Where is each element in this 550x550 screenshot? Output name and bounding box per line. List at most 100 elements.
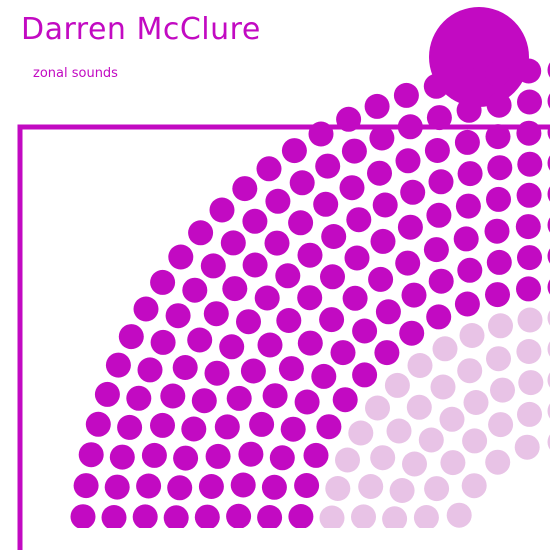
dark-dot-ring-7 [375, 299, 401, 325]
light-dot-ring-4 [517, 401, 542, 427]
dark-dot-ring-2 [101, 536, 126, 550]
dark-dot-ring-3 [187, 327, 213, 353]
light-dot-ring-5 [547, 434, 550, 450]
dark-dot-ring-4 [163, 536, 188, 550]
dark-dot-ring-7 [517, 245, 542, 271]
light-dot-ring-5 [442, 536, 467, 550]
dark-dot-ring-2 [200, 253, 226, 279]
dark-dot-ring-3 [132, 536, 157, 550]
light-dot-ring-2 [351, 504, 376, 528]
dark-dot-ring-1 [168, 244, 194, 270]
dark-dot-ring-2 [109, 444, 135, 470]
dark-dot-ring-4 [372, 192, 398, 218]
light-dot-ring-5 [446, 502, 472, 528]
dark-dot-ring-5 [240, 358, 266, 384]
dark-dot-ring-2 [265, 188, 291, 214]
dark-dot-ring-4 [428, 169, 454, 195]
light-dot-ring-2 [547, 341, 550, 357]
dark-dot-ring-5 [194, 536, 219, 550]
dark-dot-ring-2 [426, 105, 452, 131]
dark-dot-ring-1 [281, 138, 307, 164]
light-dot-ring-2 [406, 394, 432, 420]
dark-dot-ring-4 [163, 505, 189, 528]
light-dot-ring-3 [418, 427, 444, 453]
dark-dot-ring-3 [547, 124, 550, 140]
dark-dot-ring-1 [256, 156, 282, 182]
dark-dot-ring-6 [226, 503, 252, 528]
dark-dot-ring-1 [133, 296, 159, 322]
dark-dot-ring-1 [454, 66, 480, 92]
dark-dot-ring-1 [105, 352, 131, 378]
dark-dot-ring-4 [297, 242, 323, 268]
light-dot-ring-5 [485, 449, 511, 475]
dark-dot-ring-6 [395, 250, 421, 276]
dark-dot-ring-3 [313, 191, 339, 217]
light-dot-ring-2 [486, 346, 511, 372]
dark-dot-ring-5 [214, 414, 240, 440]
dark-dot-ring-6 [249, 411, 275, 437]
dark-dot-ring-5 [486, 186, 511, 212]
dark-dot-ring-5 [370, 228, 396, 254]
dark-dot-ring-4 [321, 224, 347, 249]
light-dot-ring-1 [319, 505, 345, 528]
dark-dot-ring-2 [220, 230, 246, 256]
dark-dot-ring-2 [182, 277, 208, 303]
dark-dot-ring-6 [423, 237, 449, 263]
dark-dot-ring-5 [426, 202, 452, 228]
light-dot-ring-3 [439, 406, 465, 432]
dark-dot-ring-3 [150, 412, 175, 438]
dark-dot-ring-6 [515, 214, 541, 240]
dark-dot-ring-4 [204, 360, 230, 386]
dark-dot-ring-7 [547, 248, 550, 264]
dark-dot-ring-3 [424, 138, 450, 163]
dark-dot-ring-2 [397, 114, 423, 140]
light-dot-ring-1 [325, 476, 351, 501]
light-dot-ring-1 [335, 447, 360, 473]
light-dot-ring-3 [463, 390, 489, 415]
light-dot-ring-1 [432, 336, 458, 362]
dark-dot-ring-3 [288, 210, 314, 236]
dark-dot-ring-5 [397, 214, 423, 240]
dark-dot-ring-1 [336, 106, 362, 132]
dark-dot-ring-1 [118, 324, 144, 350]
dark-dot-ring-6 [547, 217, 550, 233]
dark-dot-ring-2 [547, 93, 550, 109]
dark-dot-ring-1 [516, 58, 542, 84]
dark-dot-ring-2 [289, 170, 315, 196]
dark-dot-ring-5 [276, 308, 302, 333]
dark-dot-ring-8 [547, 279, 550, 295]
dark-dot-ring-4 [346, 207, 372, 233]
dark-dot-ring-6 [230, 472, 256, 498]
dark-dot-ring-8 [352, 362, 378, 388]
dark-dot-ring-3 [203, 301, 229, 327]
dark-dot-ring-5 [344, 245, 370, 271]
dark-dot-ring-8 [288, 504, 314, 528]
light-dot-ring-2 [457, 358, 483, 384]
dark-dot-ring-2 [150, 329, 176, 355]
dark-dot-ring-8 [426, 304, 452, 330]
dark-dot-ring-4 [191, 388, 217, 414]
dark-dot-ring-2 [137, 357, 163, 383]
dark-dot-ring-3 [160, 383, 186, 409]
dark-dot-ring-6 [262, 383, 288, 409]
dark-dot-ring-7 [261, 474, 287, 500]
light-dot-ring-1 [517, 307, 543, 333]
light-dot-ring-3 [389, 478, 415, 503]
dark-dot-ring-7 [330, 340, 356, 366]
dark-dot-ring-6 [238, 441, 264, 467]
light-dot-ring-5 [461, 473, 487, 499]
dark-dot-ring-5 [205, 443, 231, 469]
light-dot-ring-2 [349, 536, 374, 550]
dark-dot-ring-2 [341, 138, 367, 164]
dark-dot-ring-3 [264, 230, 290, 256]
dark-dot-ring-7 [257, 505, 283, 528]
dark-dot-ring-1 [70, 536, 95, 550]
dark-dot-ring-5 [320, 264, 345, 290]
light-dot-ring-4 [440, 450, 466, 476]
dark-dot-ring-3 [516, 120, 542, 146]
dark-dot-ring-1 [232, 176, 258, 202]
dark-dot-ring-4 [517, 151, 543, 177]
light-dot-ring-4 [411, 536, 436, 550]
light-dot-ring-2 [370, 445, 396, 471]
